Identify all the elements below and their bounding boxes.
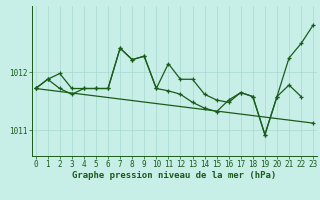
X-axis label: Graphe pression niveau de la mer (hPa): Graphe pression niveau de la mer (hPa)	[72, 171, 276, 180]
